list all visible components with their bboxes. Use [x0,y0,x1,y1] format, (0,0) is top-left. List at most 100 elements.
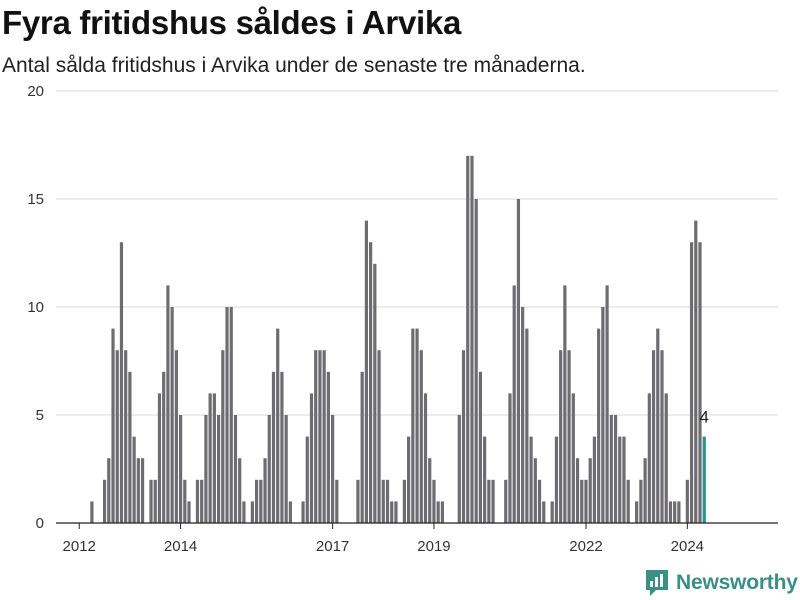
bar [271,371,276,523]
newsworthy-brand[interactable]: Newsworthy [644,568,798,598]
bar [170,307,174,523]
bar [381,479,385,523]
bar [605,285,609,523]
bar [238,458,242,523]
bar [314,350,318,523]
bar [643,458,647,523]
bar [432,479,436,523]
bar [457,415,461,523]
bar [698,242,702,523]
bar [559,350,563,523]
bar [685,479,689,523]
bar [660,350,664,523]
bar [609,415,613,523]
bar [478,371,483,523]
bar [466,155,470,524]
bar [326,371,330,523]
bar [440,501,444,523]
bar [364,220,368,523]
bar [136,458,140,523]
x-tick-label: 2017 [316,538,349,555]
bar [208,393,212,523]
bar [470,155,474,524]
bar [288,501,292,523]
bar [216,415,221,523]
bar [525,328,529,523]
bar [331,415,335,523]
bar [491,479,495,523]
bar [428,458,432,523]
y-tick-label: 10 [27,299,44,316]
bar [504,479,508,523]
bar [174,350,178,523]
bar [385,479,390,523]
bar [601,307,605,523]
bar [229,307,233,523]
bar [309,393,314,523]
bar [516,199,521,523]
bar [677,501,681,523]
bar [656,328,660,523]
bar [529,436,533,523]
bar [402,479,406,523]
bar [335,479,339,523]
bar [635,501,639,523]
bar [242,501,246,523]
bar [111,328,115,523]
x-tick-label: 2019 [417,538,450,555]
y-tick-label: 0 [36,515,44,532]
bar [423,393,428,523]
bar [166,285,170,523]
bar [107,458,111,523]
y-tick-label: 20 [27,83,44,100]
bar [377,350,381,523]
bar [563,285,567,523]
bar [124,350,128,523]
bar [487,479,491,523]
bar [225,307,229,523]
bar [318,350,322,523]
bar [90,501,94,523]
bar [584,479,588,523]
bar [411,328,415,523]
bar [305,436,309,523]
bar [618,436,622,523]
bar [626,479,630,523]
bar [132,436,136,523]
bar [204,415,208,523]
bar [162,371,166,523]
data-labels: 4 [699,408,708,427]
bar [254,479,259,523]
bar [128,371,132,523]
bar [195,479,200,523]
x-tick-label: 2022 [569,538,602,555]
bar [390,501,394,523]
bar [512,285,516,523]
bar [102,479,107,523]
bar [360,371,364,523]
bar [575,458,580,523]
bar [474,199,478,523]
brand-name: Newsworthy [676,571,798,594]
bar [622,436,626,523]
bar [276,328,280,523]
bar [284,415,288,523]
x-tick-label: 2024 [671,538,704,555]
bar [263,458,267,523]
bar [183,479,187,523]
x-axis: 2012 2014 2017 2019 2022 2024 [56,522,778,555]
bar [508,393,512,523]
bar [571,393,575,523]
bar [689,242,694,523]
bar [419,350,423,523]
x-tick-label: 2014 [164,538,197,555]
bar [588,458,592,523]
bar [212,393,216,523]
bar [356,479,360,523]
bar [301,501,305,523]
bar [200,479,204,523]
bar [567,350,571,523]
bar [597,328,601,523]
bar-latest [702,436,706,523]
